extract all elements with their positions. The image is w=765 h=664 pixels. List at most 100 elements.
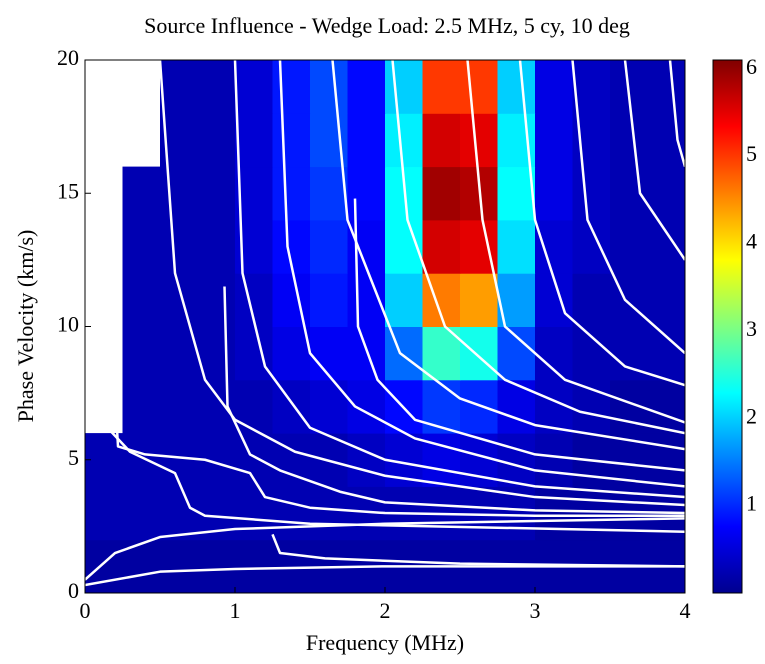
y-tick-label: 20 [57,45,79,70]
heatmap-cell [160,433,198,487]
heatmap-cell [535,60,573,114]
heatmap-cell [535,113,573,168]
x-tick-label: 2 [380,598,391,623]
heatmap-cell [235,326,273,381]
dispersion-curve [278,60,685,488]
heatmap-cell [310,379,348,434]
heatmap-cell [235,539,273,593]
heatmap-cell [197,273,236,327]
heatmap-cell [272,113,311,168]
dispersion-curve [571,60,685,355]
heatmap-cell [122,326,161,381]
heatmap-cell [647,60,685,114]
heatmap-cell [385,113,423,168]
dispersion-curve [623,60,685,261]
heatmap-cell [85,486,123,541]
colorbar-tick-label: 1 [746,491,757,516]
heatmap-cell [347,60,386,114]
dispersion-curve [106,426,685,533]
heatmap-cell [422,379,461,434]
heatmap-cell [272,379,311,434]
heatmap-cell [460,113,498,168]
heatmap-cell [235,113,273,168]
heatmap-cell [160,273,198,327]
heatmap-cell [235,486,273,541]
heatmap-cell [122,166,161,221]
heatmap-cell [460,326,498,381]
heatmap-cell [160,166,198,221]
heatmap-cell [347,379,386,434]
heatmap-cell [535,326,573,381]
heatmap-cell [197,539,236,593]
x-tick-label: 3 [530,598,541,623]
heatmap-cell [272,60,311,114]
heatmap-cell [272,166,311,221]
heatmap-cell [347,166,386,221]
heatmap-cell [647,433,685,487]
heatmap-cell [422,113,461,168]
heatmap-cell [122,433,161,487]
heatmap-cell [385,273,423,327]
dispersion-curve [391,60,685,435]
heatmap-cell [535,166,573,221]
dispersion-curve [113,393,685,517]
heatmap-cell [160,60,198,114]
heatmap-cell [460,273,498,327]
dispersion-curve [233,60,685,499]
heatmap-cell [272,486,311,541]
heatmap-cell [460,60,498,114]
heatmap-cell [385,326,423,381]
heatmap-cell [647,273,685,327]
heatmap-cell [122,379,161,434]
dispersion-curve [85,517,685,581]
heatmap-cell [497,326,536,381]
heatmap-cell [197,60,236,114]
curves [85,60,685,587]
heatmap-cell [310,166,348,221]
heatmap-cell [647,326,685,381]
chart-title: Source Influence - Wedge Load: 2.5 MHz, … [144,13,630,38]
heatmap-cell [310,60,348,114]
dispersion-curve [271,533,685,568]
heatmap-cell [235,60,273,114]
heatmap-cell [347,326,386,381]
heatmap-cell [535,433,573,487]
dispersion-curve [466,60,685,424]
heatmap-cell [572,326,611,381]
heatmap-cell [422,219,461,274]
y-tick-label: 10 [57,312,79,337]
x-axis-label: Frequency (MHz) [306,630,464,655]
x-tick-label: 1 [230,598,241,623]
heatmap-cell [347,113,386,168]
colorbar-tick-label: 4 [746,229,757,254]
heatmap-cell [85,539,123,593]
heatmap-cell [610,166,648,221]
colorbar-tick-label: 5 [746,141,757,166]
heatmap-cell [310,486,348,541]
heatmap-cell [535,486,573,541]
y-tick-label: 0 [68,578,79,603]
heatmap-cell [160,539,198,593]
y-tick-label: 15 [57,178,79,203]
heatmap-cell [497,60,536,114]
heatmap-cell [610,219,648,274]
heatmap-cell [272,273,311,327]
x-tick-label: 0 [80,598,91,623]
dispersion-curve [158,60,685,507]
heatmap-cell [422,60,461,114]
heatmap-cell [310,273,348,327]
colorbar-tick-label: 6 [746,54,757,79]
heatmap-cell [160,219,198,274]
y-tick-label: 5 [68,445,79,470]
heatmap-cell [572,379,611,434]
heatmap-cell [572,166,611,221]
heatmap-cell [122,273,161,327]
dispersion-curve [518,60,685,387]
axes: 0 1 2 3 4 0 5 10 15 20 1 2 3 4 5 6 [57,45,757,623]
heatmap-cell [122,219,161,274]
heatmap-cell [422,166,461,221]
heatmap-cell [572,273,611,327]
heatmap-cell [122,486,161,541]
heatmap-cell [272,326,311,381]
heatmap-cell [610,113,648,168]
